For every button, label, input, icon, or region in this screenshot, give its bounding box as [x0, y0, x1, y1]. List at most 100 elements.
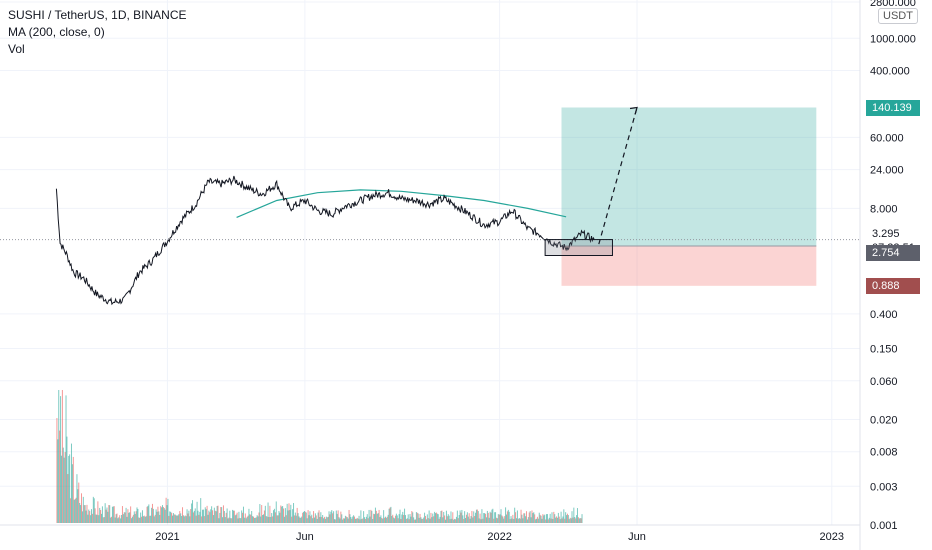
- volume-bar: [377, 513, 379, 523]
- volume-bar: [546, 514, 548, 523]
- symbol-title[interactable]: SUSHI / TetherUS, 1D, BINANCE: [8, 8, 187, 22]
- volume-bar: [528, 512, 530, 523]
- volume-bar: [451, 518, 453, 523]
- volume-bar: [237, 518, 239, 523]
- price-axis[interactable]: 2800.000 1000.000 400.000 60.000 24.000 8.000…: [859, 0, 916, 550]
- volume-bar: [475, 512, 477, 523]
- volume-bar: [102, 517, 104, 523]
- volume-bar: [150, 515, 152, 523]
- volume-bar: [380, 515, 382, 523]
- position-zones[interactable]: [561, 107, 817, 286]
- volume-bar: [536, 518, 538, 523]
- currency-unit-badge[interactable]: USDT: [878, 8, 918, 24]
- volume-bar: [329, 514, 331, 523]
- volume-bar: [225, 512, 227, 523]
- volume-bar: [217, 505, 219, 523]
- volume-bar: [105, 509, 107, 523]
- volume-bar: [381, 517, 383, 523]
- volume-bar: [537, 518, 539, 523]
- volume-bar: [544, 514, 546, 523]
- price-tick-label: 0.060: [870, 376, 898, 388]
- volume-bar: [303, 511, 305, 523]
- volume-bar: [104, 503, 106, 523]
- volume-bar: [289, 510, 291, 523]
- volume-bar: [87, 514, 89, 523]
- volume-bar: [61, 390, 63, 523]
- volume-indicator-label[interactable]: Vol: [8, 42, 25, 56]
- volume-bar: [256, 515, 258, 523]
- volume-bar: [383, 510, 385, 523]
- volume-bar: [125, 507, 127, 523]
- volume-bar: [223, 510, 225, 523]
- volume-bar: [434, 511, 436, 523]
- volume-bar: [107, 511, 109, 523]
- volume-bar: [427, 518, 429, 523]
- volume-bar: [452, 512, 454, 523]
- volume-bar: [346, 517, 348, 523]
- volume-bar: [209, 512, 211, 523]
- volume-bar: [488, 517, 490, 523]
- volume-bar: [313, 517, 315, 523]
- volume-bar: [84, 505, 86, 523]
- volume-bar: [263, 514, 265, 523]
- volume-bar: [432, 513, 434, 523]
- volume-bar: [229, 510, 231, 523]
- volume-bar: [111, 506, 113, 523]
- volume-bar: [290, 504, 292, 523]
- volume-bar: [131, 518, 133, 523]
- time-axis[interactable]: 2021 Jun 2022 Jun 2023: [0, 524, 860, 543]
- volume-bar: [425, 519, 427, 523]
- volume-bar: [469, 518, 471, 523]
- ma-indicator-label[interactable]: MA (200, close, 0): [8, 25, 105, 39]
- volume-bar: [318, 510, 320, 523]
- volume-bar: [357, 518, 359, 523]
- volume-bar: [262, 515, 264, 523]
- volume-bar: [490, 512, 492, 523]
- volume-bar: [222, 517, 224, 523]
- volume-bar: [574, 517, 576, 523]
- volume-bar: [527, 517, 529, 523]
- volume-bar: [212, 510, 214, 523]
- volume-bar: [59, 430, 61, 523]
- volume-bar: [444, 515, 446, 523]
- volume-bar: [517, 518, 519, 523]
- volume-bar: [299, 517, 301, 523]
- volume-bar: [327, 516, 329, 523]
- volume-bar: [188, 510, 190, 523]
- volume-bar: [395, 513, 397, 523]
- drawing-overlay[interactable]: [0, 106, 860, 256]
- volume-bar: [276, 515, 278, 523]
- volume-bar: [155, 509, 157, 523]
- volume-bar: [313, 511, 315, 523]
- volume-bar: [487, 512, 489, 523]
- ma-line-group: [236, 189, 567, 218]
- price-line-group: [55, 175, 595, 306]
- volume-bar: [573, 507, 575, 523]
- volume-bar: [315, 515, 317, 523]
- volume-bar: [141, 510, 143, 523]
- volume-bar: [304, 511, 306, 523]
- volume-bar: [265, 516, 267, 523]
- volume-bar: [370, 509, 372, 523]
- volume-bar: [216, 506, 218, 523]
- volume-bar: [543, 515, 545, 523]
- volume-bar: [134, 513, 136, 523]
- volume-bar: [341, 514, 343, 523]
- volume-bar: [426, 514, 428, 523]
- volume-bar: [529, 511, 531, 523]
- volume-bar: [278, 511, 280, 523]
- volume-bar: [333, 511, 335, 523]
- volume-bar: [143, 515, 145, 523]
- volume-bar: [285, 515, 287, 523]
- volume-bar: [570, 518, 572, 523]
- volume-bar: [501, 515, 503, 523]
- price-tick-label: 60.000: [870, 132, 904, 144]
- volume-bar: [161, 507, 163, 523]
- volume-bar: [513, 518, 515, 523]
- volume-bar: [126, 516, 128, 523]
- volume-bar: [374, 507, 376, 523]
- volume-bar: [194, 508, 196, 523]
- volume-bar: [137, 508, 139, 523]
- volume-bar: [438, 518, 440, 523]
